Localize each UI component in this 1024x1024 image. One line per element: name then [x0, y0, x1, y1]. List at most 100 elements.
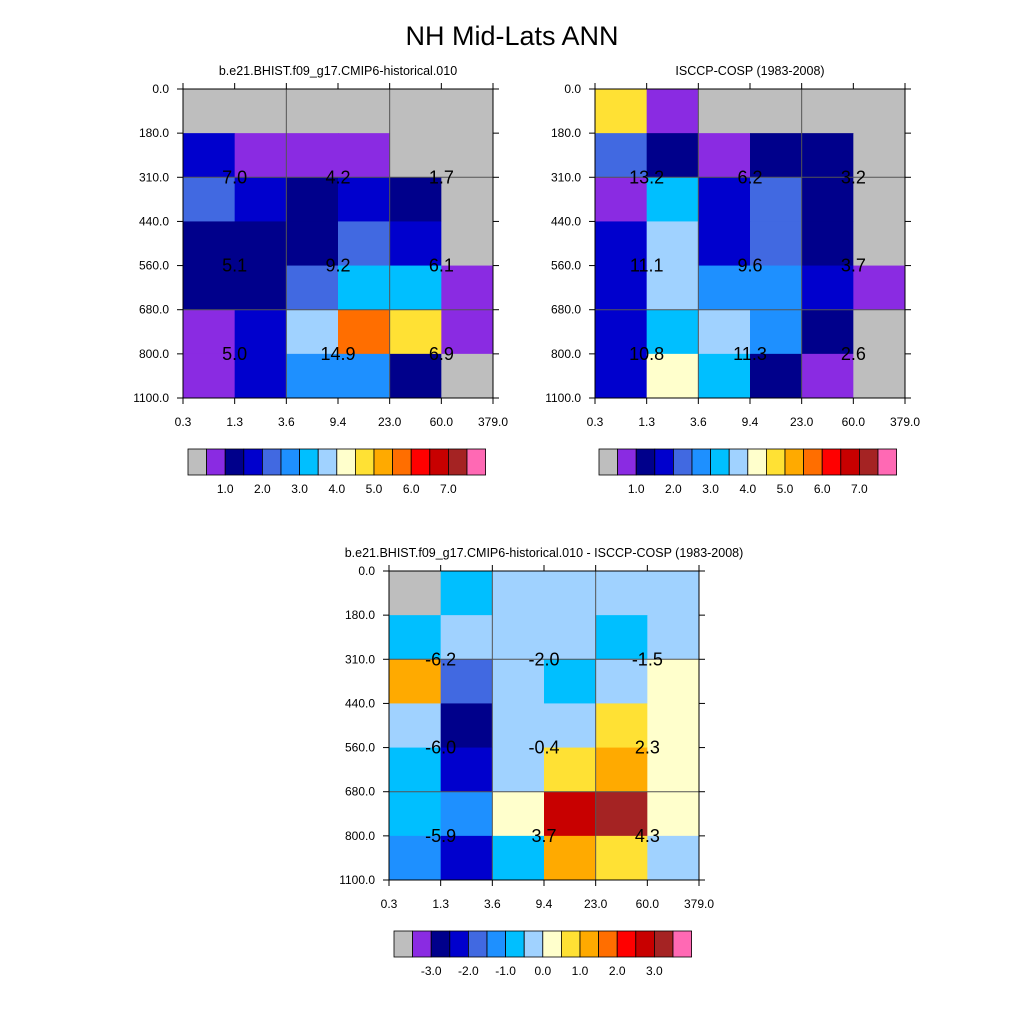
- value-label: 10.8: [629, 344, 664, 364]
- heatmap-cell: [389, 571, 442, 616]
- y-tick-label: 180.0: [551, 126, 581, 140]
- colorbar-swatch: [336, 448, 356, 476]
- x-tick-label: 9.4: [536, 897, 553, 911]
- y-tick-label: 0.0: [358, 564, 375, 578]
- heatmap-cell: [544, 615, 597, 660]
- x-tick-label: 23.0: [790, 415, 814, 429]
- heatmap-cell: [646, 265, 699, 311]
- heatmap-cell: [492, 659, 545, 704]
- heatmap-cell: [647, 571, 700, 616]
- value-label: 9.2: [325, 256, 350, 276]
- colorbar-label: 3.0: [702, 482, 719, 496]
- x-tick-label: 0.3: [587, 415, 604, 429]
- colorbar-swatch: [673, 448, 693, 476]
- value-label: -6.0: [425, 738, 456, 758]
- heatmap-cell: [595, 791, 648, 837]
- x-tick-label: 60.0: [430, 415, 454, 429]
- heatmap-cell: [647, 615, 700, 660]
- heatmap-cell: [286, 177, 339, 222]
- colorbar-label: 2.0: [665, 482, 682, 496]
- colorbar-swatch: [206, 448, 226, 476]
- heatmap-cell: [338, 353, 391, 399]
- heatmap-cell: [750, 177, 803, 222]
- heatmap-cell: [595, 659, 648, 704]
- y-tick-label: 680.0: [551, 303, 581, 317]
- colorbar-label: 4.0: [328, 482, 345, 496]
- heatmap-cell: [647, 835, 700, 881]
- colorbar-label: -3.0: [421, 964, 442, 978]
- heatmap-cell: [338, 177, 391, 222]
- y-tick-label: 180.0: [139, 126, 169, 140]
- colorbar-label: 4.0: [739, 482, 756, 496]
- heatmap-cell: [440, 747, 493, 793]
- y-tick-label: 560.0: [139, 259, 169, 273]
- colorbar-label: 5.0: [366, 482, 383, 496]
- heatmap-cell: [389, 265, 442, 311]
- value-label: 4.2: [325, 167, 350, 187]
- heatmap-cell: [801, 309, 854, 355]
- heatmap-cell: [595, 835, 648, 881]
- colorbar-swatch: [392, 448, 412, 476]
- value-label: 2.3: [635, 738, 660, 758]
- y-tick-label: 0.0: [564, 82, 581, 96]
- heatmap-cell: [441, 133, 494, 178]
- heatmap-cell: [183, 353, 236, 399]
- x-tick-label: 1.3: [226, 415, 243, 429]
- y-tick-label: 1100.0: [133, 391, 169, 405]
- value-label: 14.9: [320, 344, 355, 364]
- colorbar-label: 1.0: [572, 964, 589, 978]
- panel-title: ISCCP-COSP (1983-2008): [675, 64, 824, 78]
- value-label: 11.3: [733, 344, 767, 364]
- x-tick-label: 9.4: [330, 415, 347, 429]
- heatmap-cell: [183, 133, 236, 178]
- colorbar-swatch: [840, 448, 860, 476]
- colorbar-swatch: [728, 448, 749, 476]
- heatmap-cell: [698, 353, 751, 399]
- value-label: 7.0: [222, 167, 247, 187]
- heatmap-cell: [595, 89, 648, 134]
- heatmap-cell: [441, 89, 494, 134]
- colorbar-swatch: [766, 448, 786, 476]
- x-tick-label: 23.0: [378, 415, 402, 429]
- value-label: 5.1: [222, 256, 247, 276]
- value-label: -6.2: [425, 649, 456, 669]
- heatmap-cell: [234, 133, 287, 178]
- colorbar-swatch: [505, 930, 525, 958]
- colorbar-label: 0.0: [534, 964, 551, 978]
- heatmap-cell: [646, 133, 699, 178]
- colorbar-swatch: [354, 448, 375, 476]
- heatmap-cell: [440, 703, 493, 749]
- x-tick-label: 23.0: [584, 897, 608, 911]
- colorbar-swatch: [449, 930, 469, 958]
- heatmap-cell: [595, 353, 648, 399]
- heatmap-cell: [853, 133, 906, 178]
- colorbar-swatch: [410, 448, 431, 476]
- colorbar-swatch: [635, 448, 656, 476]
- colorbar-swatch: [616, 930, 637, 958]
- x-tick-label: 3.6: [484, 897, 501, 911]
- value-label: 11.1: [630, 256, 664, 276]
- colorbar-label: 3.0: [291, 482, 308, 496]
- heatmap-cell: [646, 309, 699, 355]
- colorbar-swatch: [466, 448, 487, 476]
- panel-title: b.e21.BHIST.f09_g17.CMIP6-historical.010…: [345, 546, 744, 560]
- colorbar-swatch: [784, 448, 805, 476]
- colorbar-swatch: [412, 930, 432, 958]
- colorbar-label: 7.0: [440, 482, 457, 496]
- heatmap-cell: [440, 791, 493, 837]
- heatmap-cell: [698, 177, 751, 222]
- x-tick-label: 379.0: [890, 415, 920, 429]
- colorbar-swatch: [299, 448, 319, 476]
- figure-title: NH Mid-Lats ANN: [405, 21, 618, 51]
- heatmap-cell: [286, 133, 339, 178]
- heatmap-cell: [286, 221, 339, 267]
- value-label: -0.4: [528, 738, 559, 758]
- heatmap-cell: [646, 89, 699, 134]
- panel-model: b.e21.BHIST.f09_g17.CMIP6-historical.010…: [133, 64, 508, 496]
- heatmap-cell: [183, 265, 236, 311]
- value-label: 3.7: [531, 826, 556, 846]
- colorbar-swatch: [747, 448, 767, 476]
- heatmap-cell: [544, 835, 597, 881]
- heatmap-cell: [595, 309, 648, 355]
